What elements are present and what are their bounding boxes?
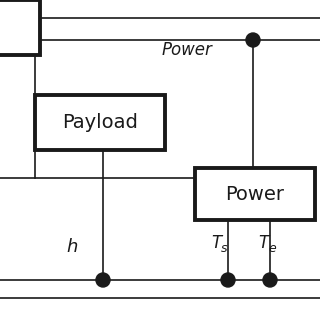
- Circle shape: [221, 273, 235, 287]
- FancyBboxPatch shape: [0, 0, 40, 55]
- FancyBboxPatch shape: [35, 95, 165, 150]
- Circle shape: [246, 33, 260, 47]
- Text: s: s: [221, 243, 228, 255]
- Text: Payload: Payload: [62, 113, 138, 132]
- Circle shape: [263, 273, 277, 287]
- Text: e: e: [268, 243, 276, 255]
- Circle shape: [96, 273, 110, 287]
- Text: T: T: [211, 234, 221, 252]
- Text: Power: Power: [162, 41, 213, 59]
- Text: Power: Power: [226, 185, 284, 204]
- FancyBboxPatch shape: [195, 168, 315, 220]
- Text: T: T: [258, 234, 268, 252]
- Text: h: h: [66, 238, 78, 256]
